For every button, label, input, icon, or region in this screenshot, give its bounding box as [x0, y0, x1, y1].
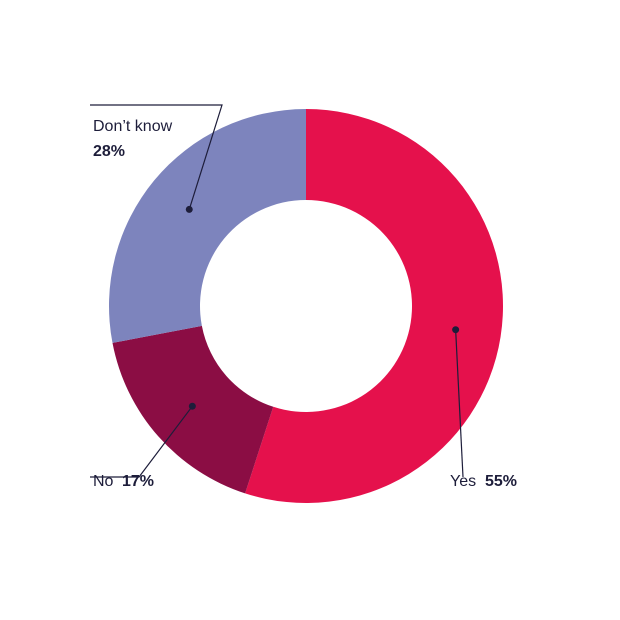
value-yes: 55%	[485, 473, 517, 490]
label-yes: Yes	[450, 473, 476, 490]
leader-line-no	[90, 405, 193, 478]
leader-line-don-t-know	[90, 104, 223, 210]
donut-slices	[108, 109, 504, 503]
label-no: No	[93, 473, 114, 490]
leader-dot-don-t-know	[185, 205, 193, 213]
leader-dot-yes	[452, 326, 460, 334]
leader-dot-no	[188, 402, 196, 410]
slice-don-t-know	[108, 109, 306, 343]
slice-yes	[245, 109, 504, 503]
label-dont-know: Don’t know	[93, 118, 173, 135]
value-dont-know: 28%	[93, 143, 125, 160]
value-no: 17%	[122, 473, 154, 490]
leader-lines	[90, 104, 464, 478]
leader-line-yes	[455, 329, 464, 478]
